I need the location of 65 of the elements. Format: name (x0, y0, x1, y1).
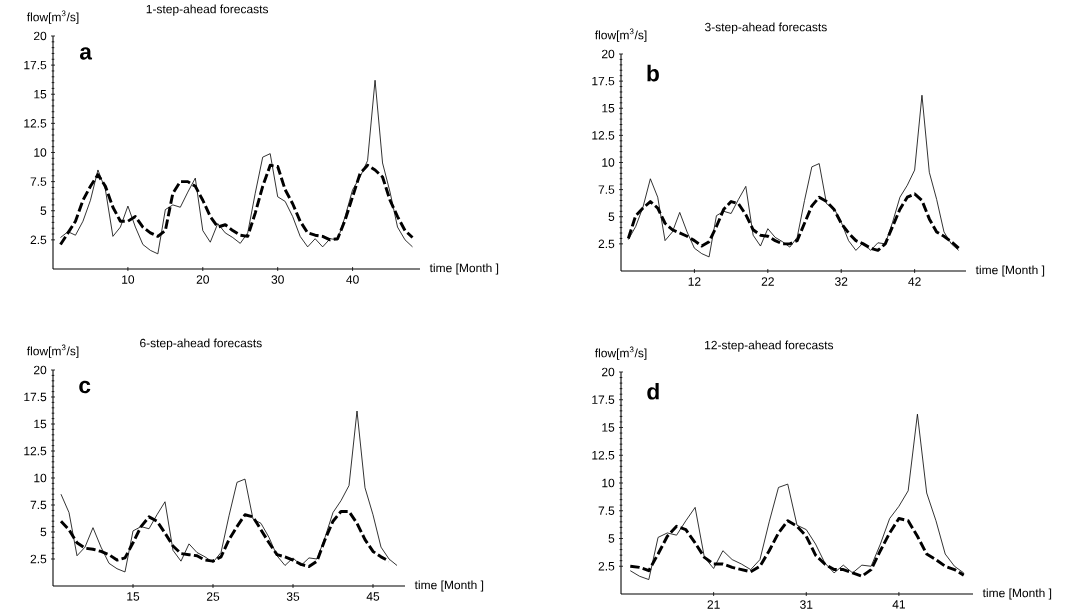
y-tick-label: 5 (40, 206, 47, 215)
y-tick-label: 10 (602, 478, 615, 488)
chart-title: 3-step-ahead forecasts (705, 22, 827, 34)
annotation: a (79, 47, 93, 60)
y-tick-label: 20 (33, 31, 47, 41)
chart-title: 6-step-ahead forecasts (140, 338, 262, 350)
y-tick-label: 17.5 (24, 392, 47, 402)
y-tick-label: 5 (608, 534, 615, 543)
annotation: d (647, 382, 659, 400)
y-tick-label: 17.5 (24, 60, 47, 70)
x-tick-label: 10 (122, 275, 135, 284)
x-axis-title: time [Month ] (414, 580, 484, 592)
y-tick-label: 5 (608, 212, 615, 221)
y-tick-label: 7.5 (30, 177, 47, 186)
y-tick-label: 17.5 (592, 76, 615, 86)
x-tick-label: 21 (707, 600, 720, 609)
y-tick-label: 15 (602, 104, 615, 113)
line-series (60, 410, 398, 573)
y-tick-label: 7.5 (30, 500, 47, 510)
x-axis-title: time [Month ] (975, 265, 1045, 277)
chart-title: 12-step-ahead forecasts (705, 340, 834, 352)
y-axis-title: flow[m$^{3}$/s] (594, 28, 647, 42)
y-tick-label: 7.5 (598, 185, 615, 194)
y-tick-label: 12.5 (592, 131, 615, 140)
y-tick-label: 20 (602, 49, 615, 59)
x-tick-label: 40 (346, 275, 359, 284)
annotation: b (647, 64, 659, 82)
x-tick-label: 45 (366, 592, 380, 601)
y-tick-label: 10 (34, 148, 47, 157)
y-tick-label: 20 (602, 367, 615, 377)
x-tick-label: 20 (196, 275, 209, 284)
y-tick-label: 2.5 (598, 562, 615, 571)
y-tick-label: 5 (40, 527, 47, 537)
y-tick-label: 15 (602, 423, 615, 432)
y-tick-label: 20 (33, 365, 47, 375)
y-tick-label: 17.5 (592, 395, 615, 404)
x-tick-label: 25 (206, 592, 220, 601)
y-tick-label: 12.5 (24, 119, 47, 128)
y-tick-label: 7.5 (598, 506, 615, 515)
y-tick-label: 2.5 (30, 554, 47, 564)
y-tick-label: 12.5 (24, 446, 47, 456)
x-tick-label: 31 (800, 600, 813, 609)
y-axis-title: flow[m$^{3}$/s] (594, 346, 647, 360)
y-tick-label: 2.5 (30, 235, 47, 245)
y-axis-title: flow[m$^{3}$/s] (26, 10, 79, 24)
x-tick-label: 42 (908, 277, 921, 286)
x-tick-label: 35 (286, 592, 300, 601)
x-tick-label: 15 (127, 592, 140, 601)
y-tick-label: 15 (34, 419, 47, 429)
annotation: c (79, 380, 91, 394)
x-tick-label: 12 (688, 277, 701, 286)
chart-title: 1-step-ahead forecasts (146, 4, 269, 16)
x-tick-label: 32 (835, 277, 848, 286)
y-tick-label: 10 (34, 473, 47, 483)
y-axis-title: flow[m$^{3}$/s] (26, 344, 79, 358)
line-series (60, 79, 413, 255)
y-tick-label: 12.5 (592, 451, 615, 460)
x-axis-title: time [Month ] (982, 588, 1052, 600)
x-tick-label: 22 (761, 277, 774, 286)
x-axis-title: time [Month ] (429, 263, 499, 275)
x-tick-label: 30 (271, 275, 284, 284)
y-tick-label: 10 (602, 158, 615, 167)
y-tick-label: 15 (34, 90, 47, 99)
x-tick-label: 41 (892, 600, 905, 609)
y-tick-label: 2.5 (598, 239, 615, 249)
